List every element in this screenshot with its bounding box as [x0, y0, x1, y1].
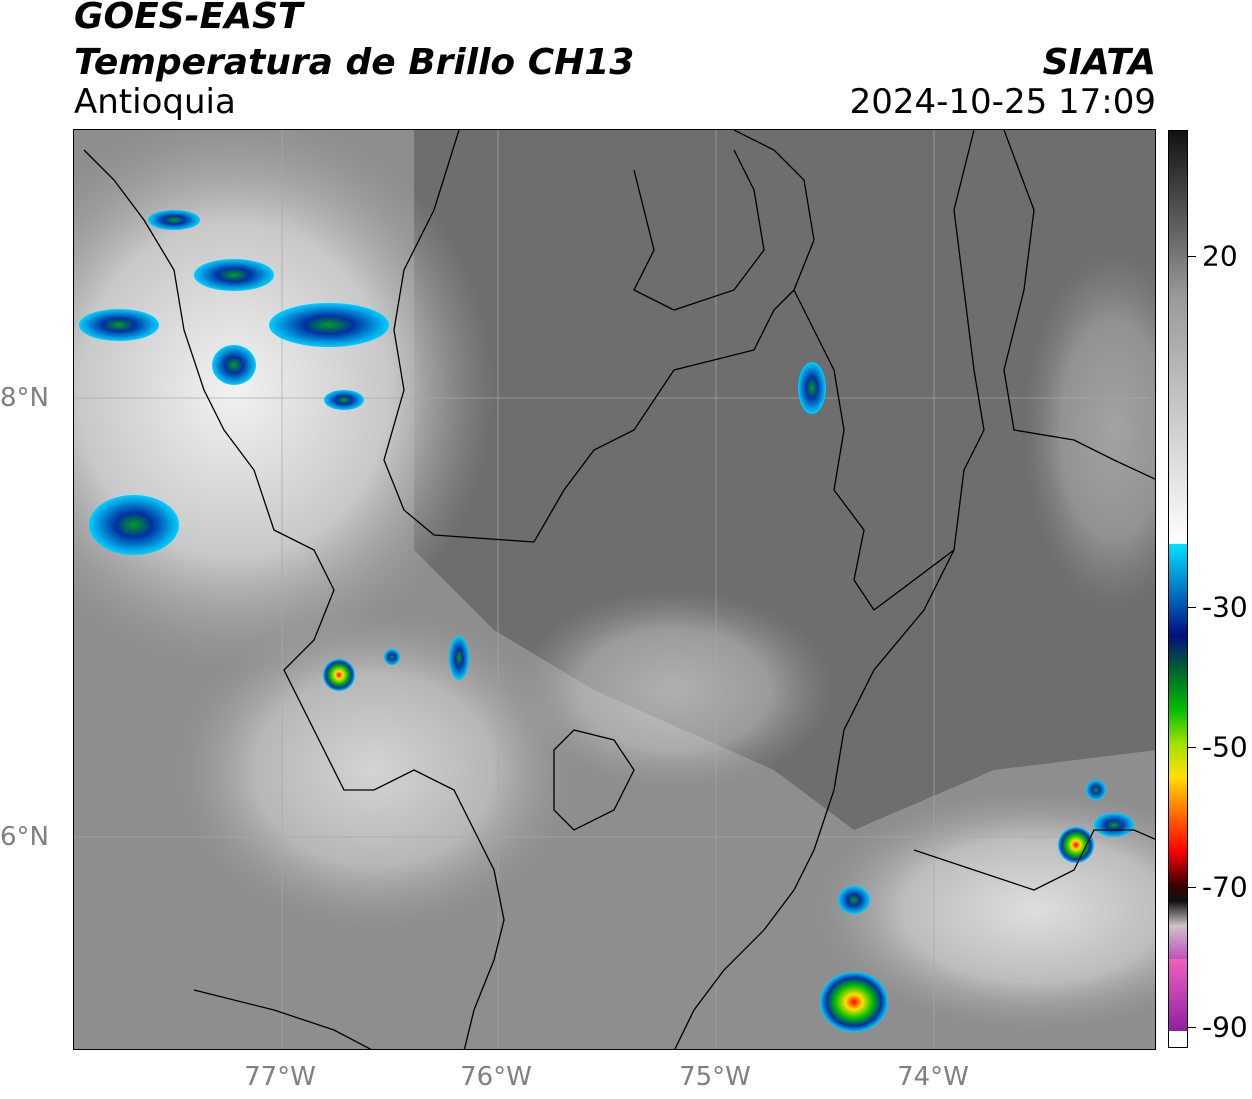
lon-label-75w: 75°W: [679, 1062, 751, 1092]
lon-label-76w: 76°W: [460, 1062, 532, 1092]
colorbar-svg: [1169, 131, 1187, 1047]
admin-borders: [83, 130, 1155, 1049]
convective-cells: [79, 210, 1134, 1032]
colorbar-tick: [1188, 1026, 1196, 1028]
lat-label-6n: 6°N: [0, 822, 49, 852]
organization-label: SIATA: [1042, 42, 1156, 83]
colorbar-tick: [1188, 256, 1196, 258]
colorbar-tick-label: -50: [1202, 730, 1248, 764]
temperature-colorbar: [1168, 130, 1188, 1048]
title-satellite: GOES-EAST: [74, 0, 303, 37]
timestamp-label: 2024-10-25 17:09: [849, 82, 1156, 122]
subtitle-region: Antioquia: [74, 82, 236, 122]
colorbar-tick-label: -90: [1202, 1010, 1248, 1044]
title-product: Temperatura de Brillo CH13: [74, 42, 635, 83]
cloud-central: [514, 590, 834, 790]
map-svg: [74, 130, 1155, 1049]
colorbar-tick-label: 20: [1202, 239, 1238, 273]
colorbar-tick: [1188, 746, 1196, 748]
colorbar-color-segment: [1169, 544, 1187, 959]
lat-label-8n: 8°N: [0, 383, 49, 413]
lon-label-74w: 74°W: [897, 1062, 969, 1092]
cloud-east: [1024, 250, 1155, 610]
colorbar-magenta-segment: [1169, 959, 1187, 1031]
colorbar-tick-label: -30: [1202, 590, 1248, 624]
satellite-map: [73, 129, 1156, 1050]
colorbar-tick: [1188, 886, 1196, 888]
colorbar-tick-label: -70: [1202, 870, 1248, 904]
gridlines: [74, 130, 1155, 1049]
colorbar-gray-segment: [1169, 131, 1187, 544]
colorbar-tick: [1188, 606, 1196, 608]
lon-label-77w: 77°W: [244, 1062, 316, 1092]
colorbar-white-end: [1169, 1031, 1187, 1047]
cloud-west: [74, 130, 494, 670]
cloud-southwest: [174, 610, 574, 930]
